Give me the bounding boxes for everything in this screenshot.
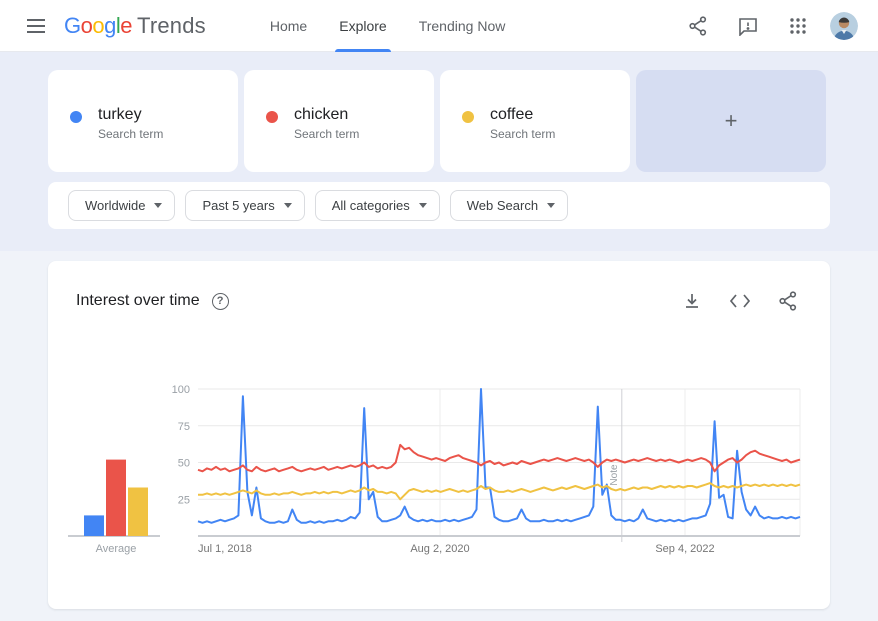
apps-grid-icon[interactable]: [780, 8, 816, 44]
term-label: coffee: [490, 106, 534, 123]
svg-text:50: 50: [178, 458, 190, 470]
primary-nav: Home Explore Trending Now: [254, 0, 521, 52]
term-label: chicken: [294, 106, 349, 123]
chevron-down-icon: [418, 203, 427, 208]
user-avatar[interactable]: [830, 11, 858, 40]
share-icon[interactable]: [680, 8, 716, 44]
chart-actions: [680, 289, 800, 313]
results-section: Interest over time ?: [0, 251, 878, 609]
term-type: Search term: [98, 127, 164, 141]
term-type: Search term: [294, 127, 360, 141]
time-range-value: Past 5 years: [202, 198, 275, 213]
svg-text:Jul 1, 2018: Jul 1, 2018: [198, 543, 252, 555]
category-value: All categories: [331, 198, 410, 213]
explore-controls-section: turkey Search term chicken Search term c…: [0, 52, 878, 251]
svg-text:Average: Average: [96, 543, 137, 555]
svg-text:25: 25: [178, 494, 190, 506]
search-type-value: Web Search: [466, 198, 539, 213]
chevron-down-icon: [547, 203, 556, 208]
region-dropdown[interactable]: Worldwide: [68, 190, 176, 221]
svg-text:75: 75: [178, 421, 190, 433]
time-range-dropdown[interactable]: Past 5 years: [185, 190, 305, 221]
menu-icon[interactable]: [16, 6, 56, 46]
chart-title: Interest over time: [76, 292, 200, 309]
term-card-coffee[interactable]: coffee Search term: [440, 70, 630, 172]
embed-icon[interactable]: [728, 289, 752, 313]
series-dot-coffee: [462, 111, 474, 123]
header-actions: [680, 8, 858, 44]
google-wordmark: Google: [64, 12, 133, 38]
series-dot-turkey: [70, 111, 82, 123]
nav-trending-now[interactable]: Trending Now: [418, 17, 506, 34]
svg-text:Sep 4, 2022: Sep 4, 2022: [655, 543, 714, 555]
svg-text:100: 100: [172, 384, 190, 396]
interest-over-time-card: Interest over time ?: [48, 261, 830, 609]
region-value: Worldwide: [85, 198, 146, 213]
nav-explore[interactable]: Explore: [323, 0, 402, 52]
interest-chart[interactable]: 25 50 75 100 Note Jul 1, 2018 Aug 2, 2020 Sep 4…: [68, 379, 828, 569]
compare-terms-row: turkey Search term chicken Search term c…: [48, 70, 830, 172]
add-comparison-button[interactable]: +: [636, 70, 826, 172]
google-trends-logo[interactable]: Google Trends: [64, 13, 206, 39]
download-icon[interactable]: [680, 289, 704, 313]
chevron-down-icon: [154, 203, 163, 208]
term-type: Search term: [490, 127, 556, 141]
share-chart-icon[interactable]: [776, 289, 800, 313]
chart-card-header: Interest over time ?: [48, 261, 830, 313]
category-dropdown[interactable]: All categories: [314, 190, 440, 221]
search-type-dropdown[interactable]: Web Search: [449, 190, 569, 221]
trends-wordmark: Trends: [137, 12, 206, 38]
filter-bar: Worldwide Past 5 years All categories We…: [48, 182, 830, 229]
chevron-down-icon: [283, 203, 292, 208]
plus-icon: +: [724, 108, 738, 133]
series-dot-chicken: [266, 111, 278, 123]
svg-text:Aug 2, 2020: Aug 2, 2020: [410, 543, 469, 555]
term-card-chicken[interactable]: chicken Search term: [244, 70, 434, 172]
feedback-icon[interactable]: [730, 8, 766, 44]
app-header: Google Trends Home Explore Trending Now: [0, 0, 878, 52]
term-label: turkey: [98, 106, 142, 123]
term-card-turkey[interactable]: turkey Search term: [48, 70, 238, 172]
help-icon[interactable]: ?: [211, 292, 229, 310]
nav-home[interactable]: Home: [269, 17, 308, 34]
svg-text:Note: Note: [609, 464, 620, 486]
